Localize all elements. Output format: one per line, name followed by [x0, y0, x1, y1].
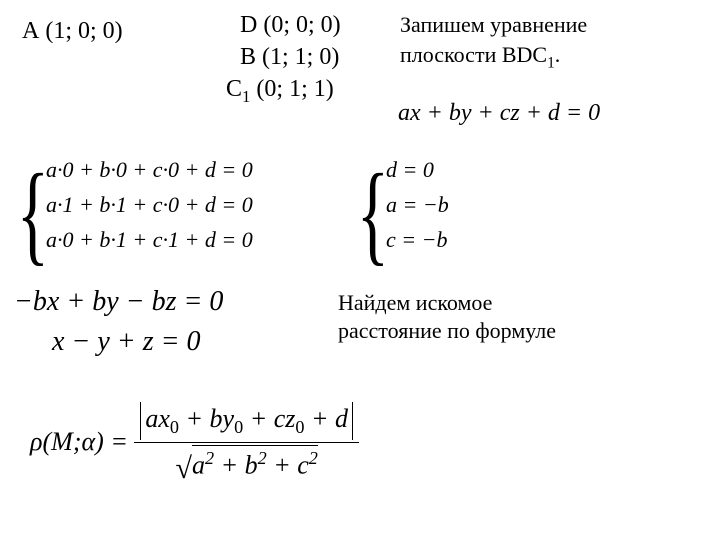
write-eq-line1: Запишем уравнение — [400, 12, 587, 38]
point-a: А (1; 0; 0) — [22, 18, 123, 45]
distance-formula: ρ(M;α) = ax0 + by0 + cz0 + d √a2 + b2 + … — [30, 400, 359, 484]
brace-left-1: { — [17, 150, 49, 279]
sys2-line-a: d = 0 — [386, 152, 449, 187]
find-dist-line1: Найдем искомое — [338, 290, 492, 316]
point-c1: С1 (0; 1; 1) — [226, 76, 334, 107]
derived-eq-2: x − y + z = 0 — [52, 326, 201, 358]
sys2-line-c: c = −b — [386, 222, 449, 257]
write-eq-line2: плоскости ВDС1. — [400, 42, 560, 72]
sys1-line-c: a·0 + b·1 + c·1 + d = 0 — [46, 222, 253, 257]
sys2-line-b: a = −b — [386, 187, 449, 222]
plane-general-eq: ax + by + cz + d = 0 — [398, 100, 600, 127]
point-b: В (1; 1; 0) — [240, 44, 339, 71]
point-d: D (0; 0; 0) — [240, 12, 341, 39]
system-1: a·0 + b·0 + c·0 + d = 0 a·1 + b·1 + c·0 … — [46, 152, 253, 258]
brace-left-2: { — [357, 150, 389, 279]
find-dist-line2: расстояние по формуле — [338, 318, 556, 344]
system-2: d = 0 a = −b c = −b — [386, 152, 449, 258]
sys1-line-a: a·0 + b·0 + c·0 + d = 0 — [46, 152, 253, 187]
derived-eq-1: −bx + by − bz = 0 — [14, 286, 223, 318]
sys1-line-b: a·1 + b·1 + c·0 + d = 0 — [46, 187, 253, 222]
